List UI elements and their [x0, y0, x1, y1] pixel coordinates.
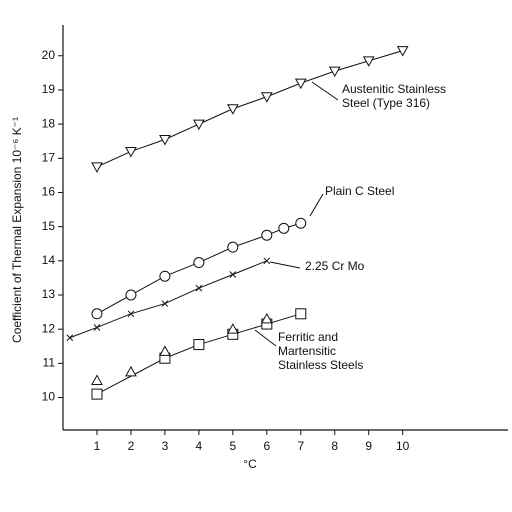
y-tick-label: 18: [42, 116, 56, 130]
marker: [195, 284, 203, 292]
y-tick-label: 16: [42, 185, 56, 199]
leader-line: [269, 261, 301, 269]
x-tick-label: 9: [365, 439, 372, 453]
marker: [91, 308, 103, 320]
x-axis-label: °C: [243, 457, 257, 471]
y-tick-label: 10: [42, 390, 56, 404]
y-tick-label: 15: [42, 219, 56, 233]
annotation: Ferritic and Martensitic Stainless Steel…: [278, 330, 364, 372]
marker: [260, 92, 273, 103]
annotation: Plain C Steel: [325, 184, 395, 198]
marker: [328, 66, 341, 78]
y-tick-label: 14: [42, 253, 56, 267]
marker: [294, 78, 307, 90]
marker: [161, 300, 169, 307]
marker: [91, 374, 103, 385]
y-axis-label: Coefficient of Thermal Expansion 10⁻⁶ K⁻…: [10, 117, 24, 343]
x-tick-label: 10: [396, 439, 410, 453]
marker: [125, 146, 137, 158]
marker: [125, 365, 137, 377]
marker: [91, 162, 103, 173]
y-tick-label: 17: [42, 150, 56, 164]
x-tick-label: 4: [196, 439, 203, 453]
marker: [193, 257, 205, 269]
y-tick-label: 13: [42, 287, 56, 301]
marker: [193, 339, 205, 351]
marker: [263, 257, 271, 265]
leader-line: [254, 329, 277, 347]
x-tick-label: 8: [331, 439, 338, 453]
marker: [193, 119, 205, 131]
marker: [93, 324, 101, 331]
marker: [159, 345, 171, 356]
leader-line: [309, 193, 324, 217]
x-tick-label: 2: [128, 439, 135, 453]
marker: [396, 46, 409, 57]
marker: [229, 271, 237, 278]
annotation: Austenitic Stainless Steel (Type 316): [342, 82, 447, 110]
marker: [66, 334, 74, 342]
x-tick-label: 5: [230, 439, 237, 453]
marker: [125, 289, 137, 301]
marker: [260, 312, 273, 324]
x-tick-label: 7: [297, 439, 304, 453]
marker: [261, 229, 273, 241]
marker: [278, 222, 290, 234]
marker: [127, 310, 135, 318]
marker: [295, 308, 307, 320]
marker: [159, 134, 171, 146]
series-line: [96, 50, 403, 168]
x-tick-label: 6: [263, 439, 270, 453]
marker: [295, 217, 307, 229]
marker: [226, 104, 239, 115]
y-tick-label: 11: [43, 356, 56, 370]
x-tick-label: 3: [162, 439, 169, 453]
marker: [91, 388, 103, 400]
series-line: [96, 313, 301, 395]
x-tick-label: 1: [94, 439, 101, 453]
y-tick-label: 19: [42, 82, 56, 96]
leader-line: [311, 81, 339, 101]
annotation: 2.25 Cr Mo: [305, 259, 365, 273]
marker: [227, 241, 239, 253]
marker: [362, 56, 375, 67]
marker: [159, 270, 171, 282]
y-tick-label: 20: [42, 48, 56, 62]
y-tick-label: 12: [42, 321, 56, 335]
marker: [226, 323, 239, 334]
